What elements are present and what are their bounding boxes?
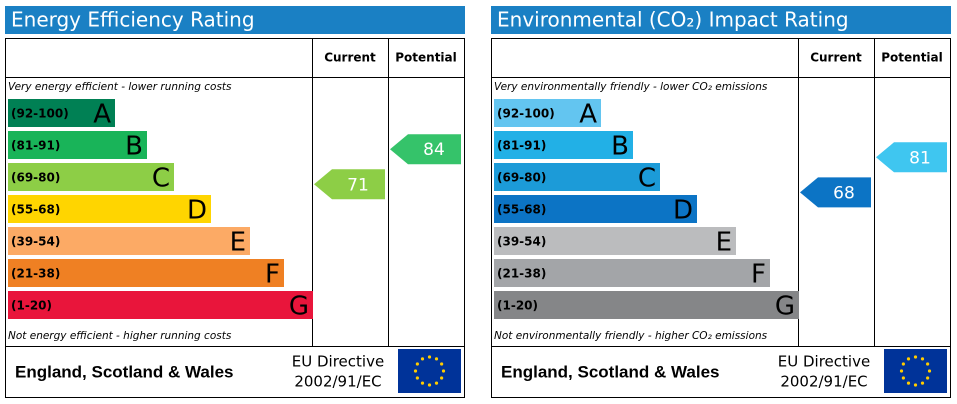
eu-star (427, 383, 432, 387)
band-letter: F (751, 260, 766, 290)
title-bar (491, 6, 951, 34)
band-letter: B (611, 132, 629, 162)
column-header: Potential (395, 51, 457, 65)
frame (5, 38, 465, 398)
band (494, 227, 736, 255)
eu-star (926, 376, 930, 380)
band-range: (92-100) (497, 107, 555, 121)
bottom-note: Not environmentally friendly - higher CO… (494, 330, 768, 342)
band-letter: E (230, 228, 246, 258)
rating-arrow (314, 169, 385, 200)
footer-directive-code: 2002/91/EC (780, 373, 867, 391)
band-letter: G (289, 292, 309, 322)
band (8, 131, 147, 159)
panel-title: Environmental (CO₂) Impact Rating (497, 8, 849, 32)
band (494, 131, 633, 159)
band-range: (39-54) (11, 235, 60, 249)
column-header: Current (324, 51, 376, 65)
rating-arrow (876, 142, 947, 173)
band-letter: D (187, 196, 207, 226)
band-letter: A (579, 100, 597, 130)
eu-star (927, 369, 932, 373)
eu-star (420, 381, 425, 385)
footer-region: England, Scotland & Wales (15, 362, 234, 381)
band-letter: D (673, 196, 693, 226)
eu-star (906, 381, 911, 385)
title-bar (5, 6, 465, 34)
band-letter: B (125, 132, 143, 162)
rating-panel: Energy Efficiency Rating Current Potential… (5, 6, 465, 398)
column-header: Potential (881, 51, 943, 65)
rating-value: 81 (909, 148, 931, 168)
eu-star (901, 376, 905, 380)
band (8, 195, 211, 223)
eu-star (901, 362, 905, 366)
rating-value: 71 (347, 175, 369, 195)
eu-star (913, 383, 918, 387)
eu-star (440, 362, 444, 366)
band-letter: E (716, 228, 732, 258)
band (8, 99, 115, 127)
footer-directive: EU Directive (292, 353, 384, 371)
band-letter: C (152, 164, 170, 194)
eu-star (913, 355, 918, 359)
column-header: Current (810, 51, 862, 65)
band-range: (69-80) (11, 171, 60, 185)
band-range: (39-54) (497, 235, 546, 249)
band-range: (1-20) (11, 299, 52, 313)
band-range: (92-100) (11, 107, 69, 121)
footer-region: England, Scotland & Wales (501, 362, 720, 381)
band (8, 163, 174, 191)
band (494, 195, 697, 223)
rating-value: 68 (833, 183, 855, 203)
band-range: (21-38) (497, 267, 546, 281)
band (494, 259, 770, 287)
eu-star (420, 357, 425, 361)
band-range: (81-91) (497, 139, 546, 153)
band-letter: C (638, 164, 656, 194)
band (494, 163, 660, 191)
band-range: (69-80) (497, 171, 546, 185)
rating-arrow (800, 177, 871, 208)
eu-star (441, 369, 446, 373)
band-range: (21-38) (11, 267, 60, 281)
eu-star (899, 369, 904, 373)
band (8, 291, 313, 319)
band-range: (55-68) (497, 203, 546, 217)
band-range: (1-20) (497, 299, 538, 313)
band-letter: G (775, 292, 795, 322)
rating-arrow (390, 134, 461, 165)
band (8, 227, 250, 255)
eu-star (440, 376, 444, 380)
frame (491, 38, 951, 398)
eu-star (920, 381, 925, 385)
footer-directive: EU Directive (778, 353, 870, 371)
eu-star (427, 355, 432, 359)
eu-star (434, 381, 439, 385)
band (8, 259, 284, 287)
top-note: Very environmentally friendly - lower CO… (494, 81, 768, 93)
eu-star (920, 357, 925, 361)
eu-star (434, 357, 439, 361)
rating-panel: Environmental (CO₂) Impact Rating Current… (491, 6, 951, 398)
eu-star (415, 362, 419, 366)
bottom-note: Not energy efficient - higher running co… (8, 330, 232, 342)
top-note: Very energy efficient - lower running co… (8, 81, 232, 93)
rating-value: 84 (423, 140, 445, 160)
footer-directive-code: 2002/91/EC (294, 373, 381, 391)
band-range: (81-91) (11, 139, 60, 153)
band-letter: F (265, 260, 280, 290)
band (494, 99, 601, 127)
eu-star (415, 376, 419, 380)
band-range: (55-68) (11, 203, 60, 217)
band-letter: A (93, 100, 111, 130)
panel-title: Energy Efficiency Rating (11, 8, 255, 32)
eu-star (413, 369, 418, 373)
eu-star (906, 357, 911, 361)
band (494, 291, 799, 319)
eu-star (926, 362, 930, 366)
